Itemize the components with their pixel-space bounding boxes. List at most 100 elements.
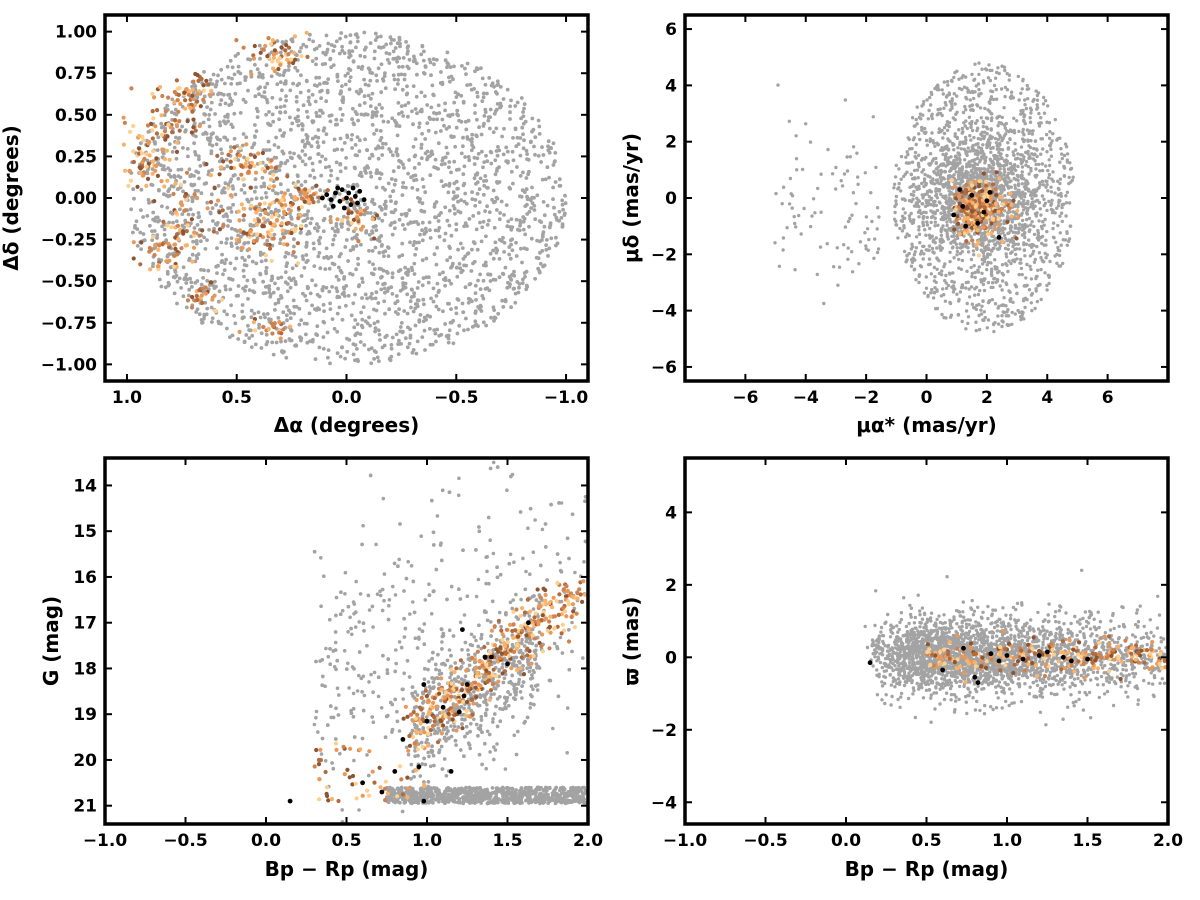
field-point: [393, 46, 398, 50]
field-point: [307, 156, 312, 161]
field-point: [195, 223, 200, 227]
member-point: [127, 168, 132, 173]
member-point: [162, 156, 167, 162]
field-point: [1026, 97, 1030, 101]
member-point: [159, 113, 164, 118]
field-point: [405, 311, 410, 316]
field-point: [546, 254, 550, 258]
field-point: [1035, 148, 1039, 152]
field-point: [308, 173, 313, 178]
field-point: [484, 323, 488, 328]
field-point: [205, 278, 210, 283]
field-point: [971, 249, 976, 253]
field-point: [276, 297, 281, 302]
field-point: [217, 321, 221, 326]
field-point: [905, 150, 909, 154]
field-point: [328, 361, 332, 366]
field-point: [1030, 196, 1034, 201]
field-point: [988, 78, 993, 83]
field-point: [493, 172, 498, 177]
field-point: [362, 94, 367, 99]
field-point: [347, 67, 351, 71]
field-point: [372, 321, 377, 326]
field-point: [1019, 196, 1024, 200]
field-point: [412, 294, 416, 299]
field-point: [893, 204, 897, 209]
member-point: [128, 178, 133, 183]
field-point: [476, 211, 481, 215]
field-point: [370, 115, 375, 119]
field-point: [539, 160, 543, 164]
member-point: [288, 324, 293, 329]
field-point: [165, 205, 170, 210]
member-point: [274, 176, 279, 181]
field-point: [289, 127, 293, 132]
field-point: [559, 216, 564, 220]
field-point: [954, 170, 958, 174]
field-point: [261, 291, 266, 296]
field-point: [372, 267, 377, 271]
field-point: [190, 285, 194, 289]
field-point: [219, 67, 224, 72]
field-point: [455, 274, 460, 279]
field-point: [1017, 98, 1021, 102]
field-point: [404, 185, 408, 190]
field-point: [323, 267, 328, 271]
field-point: [359, 89, 364, 94]
field-point: [284, 264, 289, 269]
field-point: [326, 256, 331, 261]
field-point: [234, 256, 239, 261]
field-point: [293, 224, 298, 228]
field-point: [397, 307, 401, 311]
field-point: [380, 274, 384, 279]
field-point: [1059, 243, 1063, 247]
field-point: [226, 224, 230, 228]
field-point: [377, 359, 381, 364]
member-point: [217, 172, 222, 177]
field-point: [545, 203, 550, 208]
field-point: [361, 305, 366, 309]
y-tick-label: −1.00: [41, 355, 97, 375]
field-point: [278, 128, 282, 133]
field-point: [540, 145, 544, 150]
field-point: [289, 215, 293, 220]
field-point: [133, 223, 137, 228]
field-point: [1047, 176, 1051, 180]
field-point: [931, 214, 935, 219]
field-point: [510, 248, 515, 253]
member-point: [207, 92, 212, 97]
field-point: [279, 339, 283, 344]
field-point: [436, 290, 441, 294]
field-point: [222, 309, 227, 314]
field-point: [185, 147, 190, 151]
member-point: [237, 153, 243, 158]
field-point: [268, 123, 273, 128]
field-point: [344, 156, 348, 160]
field-point: [355, 331, 360, 335]
field-point: [271, 352, 276, 357]
field-point: [457, 323, 462, 328]
field-point: [316, 225, 321, 230]
field-point: [557, 184, 562, 188]
field-point: [1051, 226, 1055, 231]
field-point: [376, 328, 381, 333]
field-point: [326, 348, 331, 352]
field-point: [414, 94, 419, 99]
field-point: [1035, 107, 1039, 111]
field-point: [443, 108, 447, 113]
field-point: [301, 291, 305, 296]
field-point: [524, 283, 529, 288]
field-point: [481, 95, 486, 100]
field-point: [483, 209, 487, 214]
field-point: [202, 235, 207, 240]
field-point: [533, 135, 538, 140]
member-point: [217, 227, 222, 232]
member-point: [228, 149, 233, 154]
field-point: [403, 265, 407, 270]
field-point: [452, 159, 457, 164]
field-point: [977, 61, 981, 65]
field-point: [232, 111, 237, 116]
field-point: [994, 87, 998, 92]
field-point: [493, 90, 498, 94]
field-point: [259, 346, 264, 350]
